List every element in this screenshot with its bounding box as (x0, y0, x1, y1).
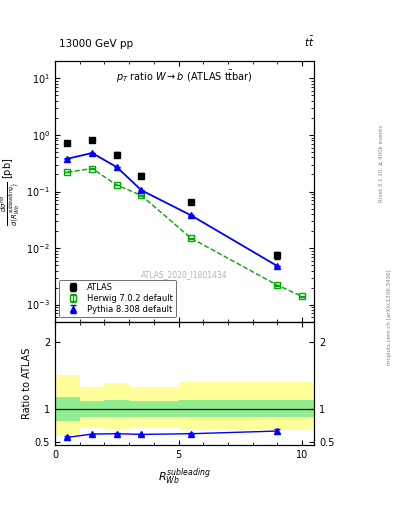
Y-axis label: $\frac{d\sigma^{nd}}{d\left(R_{Wb}^{subleading}\right)}$ [pb]: $\frac{d\sigma^{nd}}{d\left(R_{Wb}^{subl… (0, 157, 22, 226)
Text: mcplots.cern.ch [arXiv:1306.3436]: mcplots.cern.ch [arXiv:1306.3436] (387, 270, 391, 365)
Y-axis label: Ratio to ATLAS: Ratio to ATLAS (22, 348, 32, 419)
Text: 13000 GeV pp: 13000 GeV pp (59, 38, 133, 49)
Text: $p_T$ ratio $W \rightarrow b$ (ATLAS t$\bar{\rm t}$bar): $p_T$ ratio $W \rightarrow b$ (ATLAS t$\… (116, 69, 253, 86)
Text: ATLAS_2020_I1801434: ATLAS_2020_I1801434 (141, 270, 228, 279)
Legend: ATLAS, Herwig 7.0.2 default, Pythia 8.308 default: ATLAS, Herwig 7.0.2 default, Pythia 8.30… (59, 280, 176, 317)
X-axis label: $R_{Wb}^{subleading}$: $R_{Wb}^{subleading}$ (158, 466, 211, 486)
Text: $t\bar{t}$: $t\bar{t}$ (304, 34, 314, 49)
Text: Rivet 3.1.10, ≥ 400k events: Rivet 3.1.10, ≥ 400k events (379, 125, 384, 202)
